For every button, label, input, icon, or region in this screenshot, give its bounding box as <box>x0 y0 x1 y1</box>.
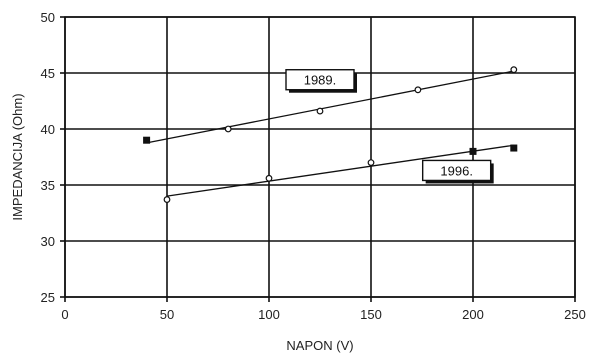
data-point <box>510 144 518 152</box>
y-axis-title: IMPEDANCIJA (Ohm) <box>10 93 25 220</box>
x-tick-label: 250 <box>564 307 586 322</box>
x-tick-label: 150 <box>360 307 382 322</box>
y-tick-label: 50 <box>41 10 55 25</box>
markers-layer <box>143 66 518 203</box>
data-point <box>414 86 422 94</box>
data-point <box>265 174 273 182</box>
x-axis-title: NAPON (V) <box>286 338 353 353</box>
annotations-layer: 1989. 1996. <box>285 69 494 184</box>
series-label: 1996. <box>440 163 473 178</box>
plot-frame <box>64 16 576 298</box>
data-point <box>316 107 324 115</box>
x-tick-label: 0 <box>61 307 68 322</box>
data-point <box>224 125 232 133</box>
series-label: 1989. <box>304 73 337 88</box>
x-tick-label: 100 <box>258 307 280 322</box>
series-layer <box>146 70 514 197</box>
series-label-box <box>285 69 355 91</box>
series-line-1989 <box>146 70 514 144</box>
data-point <box>510 66 518 74</box>
data-point <box>367 159 375 167</box>
y-tick-label: 35 <box>41 178 55 193</box>
grid-layer <box>60 16 576 302</box>
data-point <box>163 196 171 203</box>
y-tick-label: 40 <box>41 122 55 137</box>
tick-labels: 0 50 100 150 200 250 25 30 35 40 45 50 <box>41 10 586 322</box>
series-label-box <box>421 159 492 182</box>
y-tick-label: 45 <box>41 66 55 81</box>
data-point <box>143 136 151 144</box>
x-tick-label: 200 <box>462 307 484 322</box>
x-tick-label: 50 <box>160 307 174 322</box>
y-tick-label: 30 <box>41 234 55 249</box>
series-line-1996 <box>166 144 514 197</box>
y-tick-label: 25 <box>41 290 55 305</box>
data-point <box>469 147 477 155</box>
